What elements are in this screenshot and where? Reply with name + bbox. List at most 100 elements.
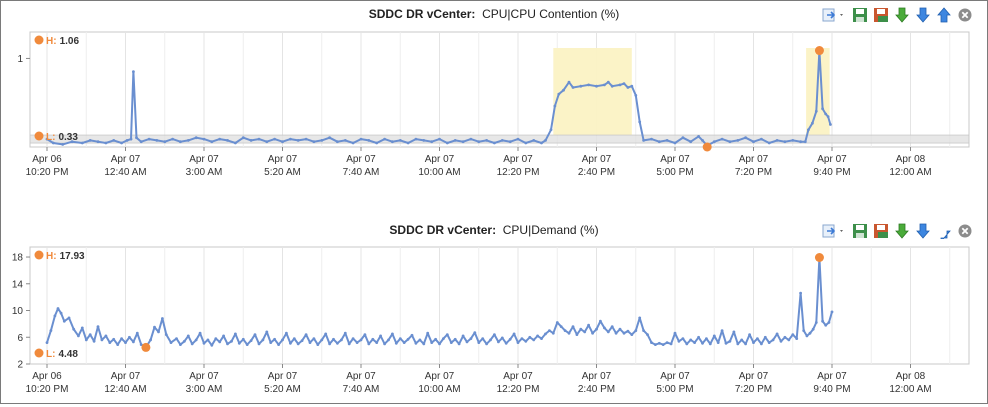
data-point <box>461 140 465 144</box>
data-point <box>112 139 116 142</box>
data-point <box>88 139 92 142</box>
data-point <box>701 139 704 142</box>
y-tick-label: 14 <box>12 279 24 290</box>
data-point <box>210 343 214 347</box>
data-point <box>383 342 386 346</box>
data-point <box>179 343 182 346</box>
data-point <box>677 339 681 343</box>
x-tick-time: 10:00 AM <box>418 167 460 178</box>
y-tick-label: 1 <box>17 54 23 65</box>
data-point <box>379 334 382 338</box>
x-tick-time: 7:40 AM <box>343 167 380 178</box>
save-as-icon[interactable] <box>873 223 889 239</box>
high-label: H: 1.06 <box>46 36 79 47</box>
data-point <box>630 333 634 336</box>
data-point <box>418 338 422 342</box>
data-point <box>155 139 159 142</box>
x-tick-time: 12:40 AM <box>104 167 146 178</box>
arrow-up-blue-icon[interactable] <box>936 223 952 239</box>
data-point <box>394 341 398 345</box>
close-icon[interactable] <box>957 7 973 23</box>
data-point <box>237 341 241 345</box>
export-dropdown-icon[interactable] <box>821 7 847 23</box>
data-point <box>638 120 642 124</box>
data-point <box>289 341 292 345</box>
data-point <box>803 140 807 144</box>
x-tick-time: 10:00 AM <box>418 384 460 395</box>
data-point <box>320 338 324 342</box>
data-point <box>104 334 108 338</box>
data-point <box>520 337 524 340</box>
data-point <box>716 341 720 344</box>
data-point <box>61 143 65 146</box>
data-point <box>673 141 677 145</box>
export-dropdown-icon[interactable] <box>821 223 847 239</box>
save-icon[interactable] <box>852 223 868 239</box>
data-point <box>493 333 496 336</box>
data-point <box>583 330 587 334</box>
data-point <box>457 342 461 346</box>
data-point <box>120 141 123 145</box>
x-tick-time: 10:20 PM <box>26 167 69 178</box>
data-point <box>129 137 133 141</box>
arrow-down-blue-icon[interactable] <box>915 7 931 23</box>
data-point <box>473 331 477 334</box>
data-point <box>724 341 728 345</box>
data-point <box>508 140 512 144</box>
x-tick-date: Apr 08 <box>896 371 926 382</box>
x-tick-time: 5:20 AM <box>264 167 301 178</box>
low-label: L: 4.48 <box>46 349 78 360</box>
data-point <box>720 137 724 141</box>
x-tick-date: Apr 08 <box>896 154 926 165</box>
data-point <box>555 321 559 324</box>
data-point <box>132 70 135 74</box>
data-point <box>125 139 129 142</box>
data-point <box>650 341 653 344</box>
data-point <box>824 323 828 327</box>
arrow-down-blue-icon[interactable] <box>915 223 931 239</box>
data-point <box>657 341 661 345</box>
data-point <box>449 341 453 344</box>
y-tick-label: 6 <box>17 333 23 344</box>
data-point <box>622 82 626 85</box>
data-point <box>689 140 693 144</box>
data-point <box>116 343 120 346</box>
data-point <box>805 334 809 338</box>
data-point <box>587 323 590 327</box>
data-point <box>673 331 677 335</box>
data-point <box>67 316 71 320</box>
data-point <box>296 139 300 142</box>
data-point <box>49 329 53 332</box>
data-point <box>402 341 406 344</box>
data-point <box>438 137 441 141</box>
close-icon[interactable] <box>957 223 973 239</box>
data-point <box>343 331 347 335</box>
data-point <box>827 321 831 324</box>
data-point <box>485 139 488 142</box>
data-point <box>72 327 76 331</box>
arrow-up-blue-icon[interactable] <box>936 7 952 23</box>
arrow-down-green-icon[interactable] <box>894 223 910 239</box>
save-as-icon[interactable] <box>873 7 889 23</box>
data-point <box>697 135 700 138</box>
data-point <box>430 140 434 144</box>
high-marker <box>814 46 824 56</box>
data-point <box>149 338 153 342</box>
data-point <box>795 337 799 340</box>
x-tick-time: 3:00 AM <box>186 167 223 178</box>
data-point <box>414 341 418 345</box>
save-icon[interactable] <box>852 7 868 23</box>
data-point <box>779 339 783 343</box>
data-point <box>308 341 312 344</box>
data-point <box>453 139 457 142</box>
data-point <box>367 139 371 142</box>
data-point <box>96 140 100 144</box>
data-point <box>51 141 55 145</box>
data-point <box>610 325 614 328</box>
data-point <box>281 140 284 144</box>
data-point <box>760 342 763 346</box>
data-point <box>708 342 712 346</box>
data-point <box>807 128 810 132</box>
arrow-down-green-icon[interactable] <box>894 7 910 23</box>
normal-range-band <box>29 134 970 144</box>
